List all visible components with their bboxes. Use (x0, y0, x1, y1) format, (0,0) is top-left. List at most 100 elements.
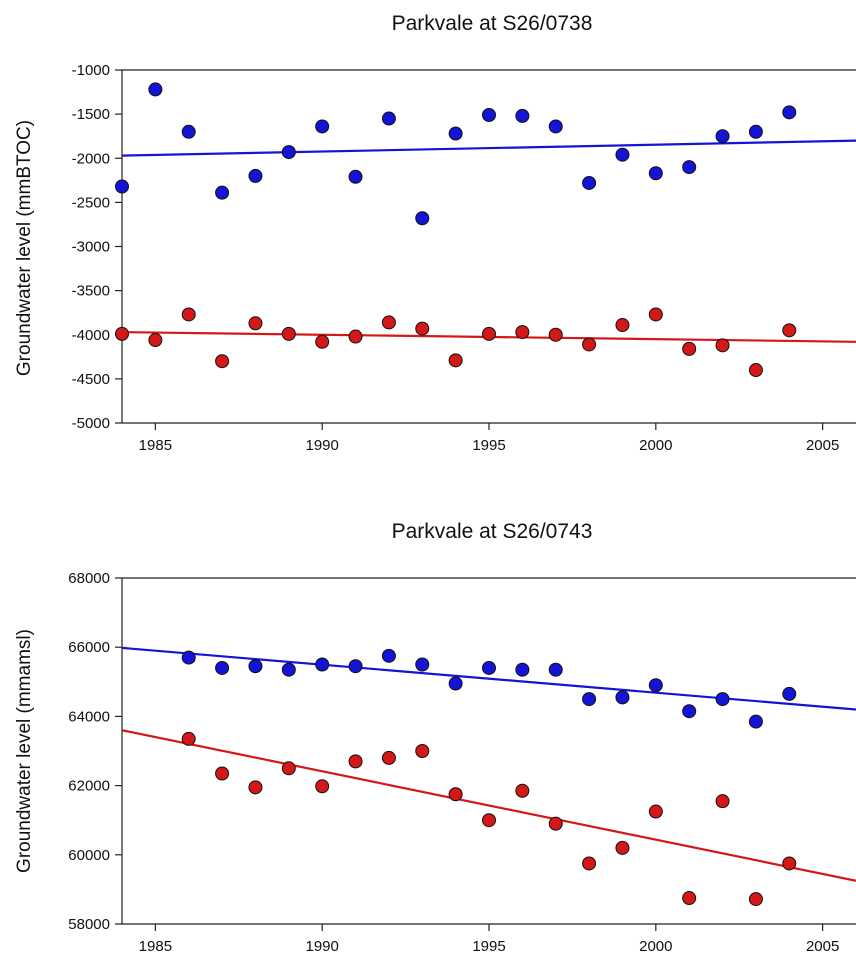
data-point (515, 662, 530, 677)
y-axis-label: Groundwater level (mmamsl) (14, 629, 35, 873)
data-point (248, 168, 263, 183)
x-tick-label: 1995 (472, 938, 505, 955)
data-point (648, 166, 663, 181)
x-tick-label: 1990 (305, 938, 338, 955)
y-tick-label: -4000 (72, 327, 110, 344)
data-point (215, 660, 230, 675)
data-point (181, 650, 196, 665)
data-point (281, 662, 296, 677)
data-point (682, 704, 697, 719)
x-tick-label: 1990 (305, 437, 338, 454)
series-1 (115, 82, 856, 226)
data-point (582, 337, 597, 352)
data-point (482, 813, 496, 828)
data-point (215, 354, 230, 369)
data-point (381, 648, 396, 663)
data-point (281, 145, 296, 160)
x-tick-label: 2000 (639, 437, 672, 454)
data-point (148, 82, 163, 97)
chart-title: Parkvale at S26/0738 (392, 12, 593, 35)
data-point (148, 333, 163, 348)
data-point (181, 307, 196, 322)
data-point (415, 657, 430, 672)
y-tick-label: 58000 (68, 916, 110, 933)
data-point (548, 662, 563, 677)
trend-line (121, 646, 856, 711)
chart-title: Parkvale at S26/0743 (392, 520, 593, 543)
data-point (582, 856, 597, 871)
data-point (582, 175, 597, 190)
data-point (748, 124, 763, 139)
data-point (348, 754, 363, 769)
series-1 (121, 646, 856, 729)
y-tick-label: -1500 (72, 106, 110, 123)
y-tick-label: 66000 (68, 639, 110, 656)
data-point (715, 794, 730, 809)
chart-panel-2: Parkvale at S26/0743 Groundwater level (m… (14, 520, 856, 955)
y-tick-label: -3500 (72, 283, 110, 300)
data-point (181, 124, 196, 139)
data-point (482, 660, 496, 675)
data-point (315, 779, 330, 794)
data-point (415, 211, 430, 226)
data-point (715, 129, 730, 144)
data-point (715, 692, 730, 707)
data-point (448, 353, 463, 368)
data-point (648, 678, 663, 693)
data-point (748, 714, 763, 729)
data-point (348, 329, 363, 344)
data-point (548, 119, 563, 134)
x-tick-label: 1995 (472, 437, 505, 454)
data-point (315, 119, 330, 134)
data-point (615, 690, 630, 705)
y-tick-label: 68000 (68, 570, 110, 587)
data-point (682, 160, 697, 175)
y-tick-label: 62000 (68, 778, 110, 795)
data-point (515, 108, 530, 123)
data-point (215, 185, 230, 200)
data-point (381, 315, 396, 330)
x-tick-label: 2005 (806, 938, 839, 955)
data-point (248, 659, 263, 674)
data-point (782, 105, 797, 120)
data-point (115, 179, 129, 194)
data-point (415, 744, 430, 758)
data-point (782, 856, 797, 871)
data-point (548, 816, 563, 831)
x-tick-label: 1985 (139, 437, 172, 454)
series-2 (121, 729, 856, 907)
data-point (615, 318, 630, 333)
data-point (248, 316, 263, 331)
y-tick-label: -5000 (72, 415, 110, 432)
data-point (548, 327, 563, 342)
data-point (648, 804, 663, 819)
y-tick-label: -4500 (72, 371, 110, 388)
y-axis-label: Groundwater level (mmBTOC) (14, 120, 35, 376)
trend-line (121, 139, 856, 157)
data-point (115, 326, 129, 341)
data-point (682, 341, 697, 356)
data-point (482, 326, 496, 341)
data-point (715, 338, 730, 353)
data-point (381, 111, 396, 126)
data-point (448, 787, 463, 802)
x-tick-label: 2000 (639, 938, 672, 955)
y-tick-label: -2500 (72, 194, 110, 211)
trend-line (121, 729, 856, 882)
data-point (381, 750, 396, 765)
data-point (782, 686, 797, 701)
data-point (515, 325, 530, 340)
data-point (515, 783, 530, 798)
data-point (615, 840, 630, 855)
data-point (448, 126, 463, 141)
data-point (748, 892, 763, 907)
data-point (415, 321, 430, 336)
data-point (315, 334, 330, 349)
data-point (682, 891, 697, 906)
data-point (181, 731, 196, 746)
chart-panel-1: Parkvale at S26/0738 Groundwater level (m… (14, 12, 856, 454)
data-point (648, 307, 663, 322)
data-point (582, 692, 597, 707)
